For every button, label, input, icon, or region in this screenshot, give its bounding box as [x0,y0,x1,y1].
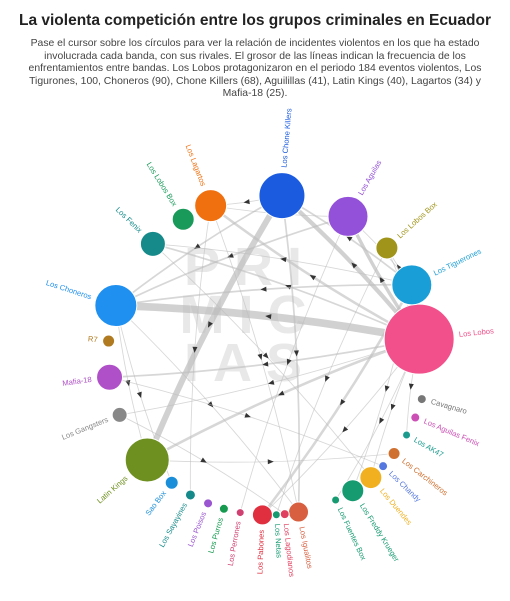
node-circle[interactable] [235,508,245,518]
node-circle[interactable] [218,503,229,514]
node-label: Mafia-18 [62,375,93,388]
node-circle[interactable] [251,504,273,526]
link-arrow [262,352,269,359]
node-circle[interactable] [331,495,341,505]
node-label: Los Choneros [45,278,93,301]
node-label: Los Tiguerones [432,247,483,278]
node-circle[interactable] [102,334,116,348]
node-label: Los AK47 [412,435,445,459]
node-label: Los Poisos [186,510,208,548]
node-circle[interactable] [279,509,290,520]
node-label: Los Sayayines [157,501,189,549]
node-label: Los Purros [206,516,225,554]
node-label: Los Perrones [226,520,243,566]
node-circle[interactable] [171,207,195,231]
link-arrow [268,379,275,385]
node-circle[interactable] [378,461,389,472]
node-circle[interactable] [288,501,310,523]
chart-subtitle: Pase el cursor sobre los círculos para v… [28,38,482,99]
node-circle[interactable] [184,489,196,501]
link-arrow [346,235,353,242]
link-arrow [192,346,198,353]
node-circle[interactable] [194,189,228,223]
link-arrow [309,274,317,281]
node-circle[interactable] [96,363,124,391]
link-arrow [379,276,385,284]
node-circle[interactable] [164,475,179,490]
node-label: Cavagnaro [430,397,468,416]
node-circle[interactable] [375,236,399,260]
node-circle[interactable] [111,406,128,423]
node-circle[interactable] [94,284,138,328]
node-circle[interactable] [387,447,401,461]
link-arrow [244,412,251,418]
link-arrow [265,314,272,320]
node-label: Los Fenix [114,205,144,234]
link-arrow [390,403,396,411]
link-arrow [408,383,414,390]
node-label: Los Lobos Box [395,200,439,240]
link-arrow [260,286,267,292]
node-label: Los Pabones [255,530,266,575]
link-arrow [340,398,346,406]
node-circle[interactable] [416,394,427,405]
node-circle[interactable] [139,230,166,257]
link-arrow [342,426,349,433]
chart-title: La violenta competición entre los grupos… [18,12,491,29]
link-arrow [280,257,287,263]
node-label: R7 [88,334,98,344]
link-arrow [200,457,207,463]
node-label: Los Chone Killers [279,108,293,168]
node-label: Sao Box [144,489,169,518]
node-label: Los Lobos Box [145,160,179,208]
node-label: Los Igualitos [297,526,314,570]
link-arrow [243,199,250,205]
node-label: Latin Kings [95,474,129,506]
node-circle[interactable] [271,510,281,520]
link-arrow [325,375,330,382]
node-circle[interactable] [327,195,369,237]
link-arrow [286,358,292,366]
node-circle[interactable] [402,430,412,440]
node-label: Los Netas [273,524,284,559]
link-arrow [396,264,403,271]
node-label: Los Lobos [458,326,494,339]
node-circle[interactable] [341,479,365,503]
link-arrow [207,321,213,328]
node-circle[interactable] [359,466,383,490]
node-circle[interactable] [383,303,455,375]
link-arrow [379,417,385,424]
link-arrow [351,262,358,269]
node-circle[interactable] [258,172,306,220]
node-label: Los Lagartos [184,143,208,187]
link-arrow [257,353,263,360]
node-circle[interactable] [124,437,170,483]
node-circle[interactable] [391,264,433,306]
link-arrow [262,361,269,367]
node-circle[interactable] [410,412,421,423]
link-arrow [136,391,142,399]
node-circle[interactable] [203,498,214,509]
link-arrow [384,385,390,392]
link-arrow [278,390,285,396]
link-arrow [267,459,274,465]
node-label: Los Gangsters [60,415,109,442]
node-label: Los Aguilas [356,158,383,196]
link-arrow [293,350,299,357]
nodes-layer [94,172,455,526]
